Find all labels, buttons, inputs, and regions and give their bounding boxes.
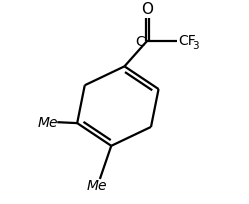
Text: 3: 3: [192, 40, 198, 50]
Text: C: C: [135, 35, 145, 49]
Text: Me: Me: [87, 178, 107, 192]
Text: CF: CF: [179, 34, 196, 48]
Text: Me: Me: [37, 116, 58, 130]
Text: O: O: [141, 2, 153, 17]
